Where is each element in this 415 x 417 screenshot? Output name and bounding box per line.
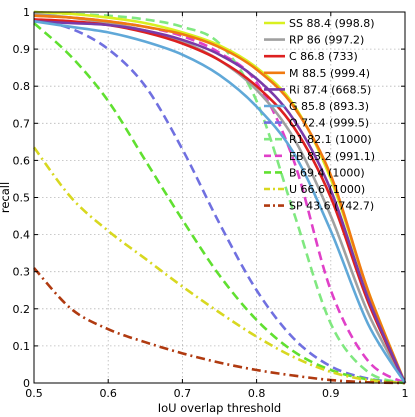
tick-layer: 0.5 0.6 0.7 0.8 0.9 1 0 0.1 0.2 0.3 0.4 0.5 0.6 0.7 0.… <box>13 6 409 400</box>
x-tick-label: 0.5 <box>25 387 43 400</box>
legend-entry-label: C 86.8 (733) <box>289 50 358 63</box>
y-axis-label: recall <box>0 182 12 213</box>
x-tick-label: 1 <box>402 387 409 400</box>
legend-entry-label: O 72.4 (999.5) <box>289 117 369 130</box>
legend-entry-label: R1 82.1 (1000) <box>289 133 372 146</box>
y-tick-label: 0.4 <box>13 229 31 242</box>
x-axis-label: IoU overlap threshold <box>158 401 282 415</box>
series-line <box>33 19 407 384</box>
series-line <box>33 14 407 384</box>
x-tick-label: 0.8 <box>248 387 266 400</box>
series-line <box>32 146 406 385</box>
series-line <box>33 267 406 385</box>
y-tick-label: 0.7 <box>13 117 31 130</box>
legend: SS 88.4 (998.8) RP 86 (997.2) C 86.8 (733)… <box>264 17 375 213</box>
legend-entry-label: Ri 87.4 (668.5) <box>289 83 371 96</box>
legend-entry-label: M 88.5 (999.4) <box>289 67 370 80</box>
series-layer <box>32 10 407 385</box>
y-tick-label: 0.6 <box>13 154 31 167</box>
series-line <box>33 22 406 385</box>
legend-entry-label: EB 83.2 (991.1) <box>289 150 375 163</box>
legend-entry-label: U 66.6 (1000) <box>289 183 365 196</box>
series-line <box>33 10 406 385</box>
y-tick-label: 0.5 <box>13 192 31 205</box>
series-line <box>33 14 406 385</box>
series-line <box>33 18 406 385</box>
legend-entry-label: B 69.4 (1000) <box>289 166 365 179</box>
legend-entry-label: SS 88.4 (998.8) <box>289 17 375 30</box>
y-tick-label: 0.2 <box>13 303 31 316</box>
legend-entry-label: G 85.8 (893.3) <box>289 100 369 113</box>
legend-entry-label: SP 43.6 (742.7) <box>289 200 374 213</box>
y-tick-label: 0.3 <box>13 266 31 279</box>
x-tick-label: 0.9 <box>322 387 340 400</box>
series-line <box>33 19 407 384</box>
x-tick-label: 0.7 <box>174 387 192 400</box>
y-tick-label: 0.8 <box>13 80 31 93</box>
y-tick-label: 1 <box>23 6 30 19</box>
legend-entry-label: RP 86 (997.2) <box>289 34 364 47</box>
y-tick-label: 0 <box>23 377 30 390</box>
y-tick-label: 0.1 <box>13 340 31 353</box>
y-tick-label: 0.9 <box>13 43 31 56</box>
x-tick-label: 0.6 <box>99 387 117 400</box>
